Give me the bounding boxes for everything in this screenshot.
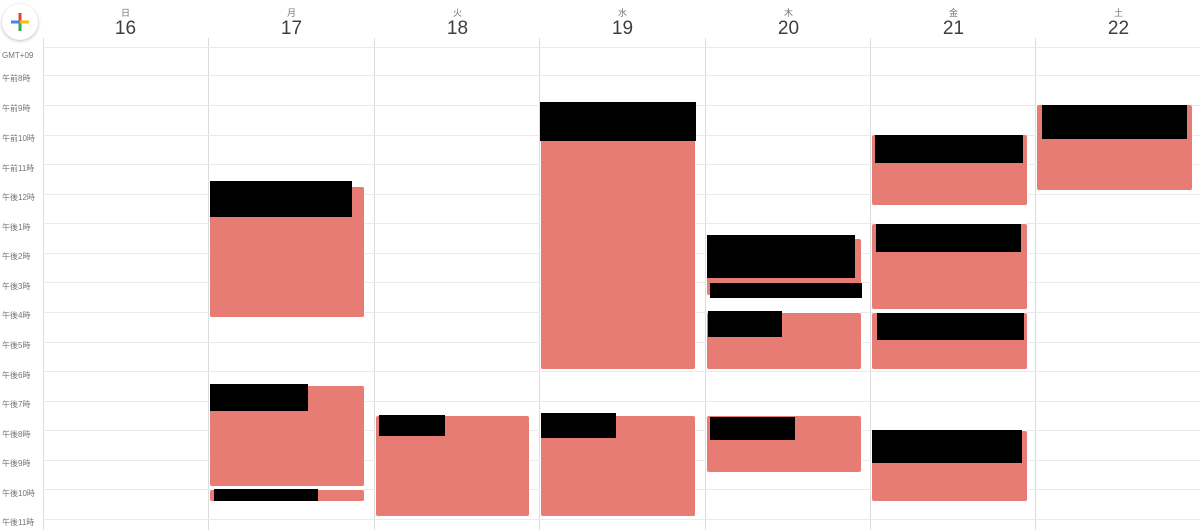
redacted-event-title	[214, 489, 318, 501]
day-divider	[43, 38, 44, 530]
hour-gridline	[43, 47, 1200, 48]
date-label[interactable]: 20	[777, 18, 800, 39]
redacted-event-title	[379, 415, 445, 436]
redacted-event-title	[710, 417, 795, 440]
day-header-thu[interactable]: 木 20	[706, 0, 871, 44]
time-label: 午後10時	[2, 489, 35, 498]
day-header-tue[interactable]: 火 18	[375, 0, 540, 44]
day-divider	[539, 38, 540, 530]
date-label[interactable]: 17	[280, 18, 303, 39]
timezone-label: GMT+09	[2, 51, 34, 60]
weekday-label: 日	[120, 8, 130, 18]
redacted-event-title	[872, 430, 1022, 463]
time-label: 午後12時	[2, 193, 35, 202]
time-label: 午後8時	[2, 430, 31, 439]
time-label: 午後2時	[2, 252, 31, 261]
hour-gridline	[43, 371, 1200, 372]
day-header-mon[interactable]: 月 17	[209, 0, 374, 44]
redacted-event-title	[876, 224, 1021, 252]
day-header-sat[interactable]: 土 22	[1036, 0, 1200, 44]
time-label: 午前11時	[2, 164, 35, 173]
weekday-label: 木	[783, 8, 793, 18]
date-label[interactable]: 21	[942, 18, 965, 39]
weekday-label: 水	[617, 8, 627, 18]
time-label: 午後4時	[2, 311, 31, 320]
weekday-label: 土	[1113, 8, 1123, 18]
date-label[interactable]: 18	[446, 18, 469, 39]
day-header-wed[interactable]: 水 19	[540, 0, 705, 44]
date-label[interactable]: 22	[1107, 18, 1130, 39]
time-label: 午前9時	[2, 104, 31, 113]
redacted-event-title	[707, 235, 855, 278]
weekday-label: 金	[948, 8, 958, 18]
time-label: 午後3時	[2, 282, 31, 291]
redacted-event-title	[877, 313, 1024, 340]
day-header-fri[interactable]: 金 21	[871, 0, 1036, 44]
time-label: 午後11時	[2, 518, 35, 527]
create-event-button[interactable]	[2, 4, 38, 40]
day-divider	[374, 38, 375, 530]
date-label[interactable]: 16	[114, 18, 137, 39]
calendar-event[interactable]	[540, 103, 696, 370]
time-label: 午前10時	[2, 134, 35, 143]
redacted-event-title	[875, 135, 1023, 163]
time-label: 午後9時	[2, 459, 31, 468]
redacted-event-title	[1042, 105, 1187, 139]
redacted-event-title	[708, 311, 782, 337]
time-label: 午後6時	[2, 371, 31, 380]
redacted-event-title	[210, 384, 308, 411]
redacted-event-title	[541, 413, 616, 438]
hour-gridline	[43, 75, 1200, 76]
weekday-label: 月	[286, 8, 296, 18]
redacted-event-title	[540, 102, 696, 141]
day-divider	[705, 38, 706, 530]
day-divider	[1035, 38, 1036, 530]
hour-gridline	[43, 519, 1200, 520]
time-label: 午後5時	[2, 341, 31, 350]
time-label: 午前8時	[2, 74, 31, 83]
weekday-label: 火	[452, 8, 462, 18]
day-divider	[870, 38, 871, 530]
time-label: 午後7時	[2, 400, 31, 409]
redacted-event-title	[710, 283, 862, 298]
day-divider	[208, 38, 209, 530]
hour-gridline	[43, 401, 1200, 402]
day-header-sun[interactable]: 日 16	[43, 0, 208, 44]
redacted-event-title	[210, 181, 352, 217]
time-label: 午後1時	[2, 223, 31, 232]
date-label[interactable]: 19	[611, 18, 634, 39]
plus-icon	[11, 13, 29, 31]
